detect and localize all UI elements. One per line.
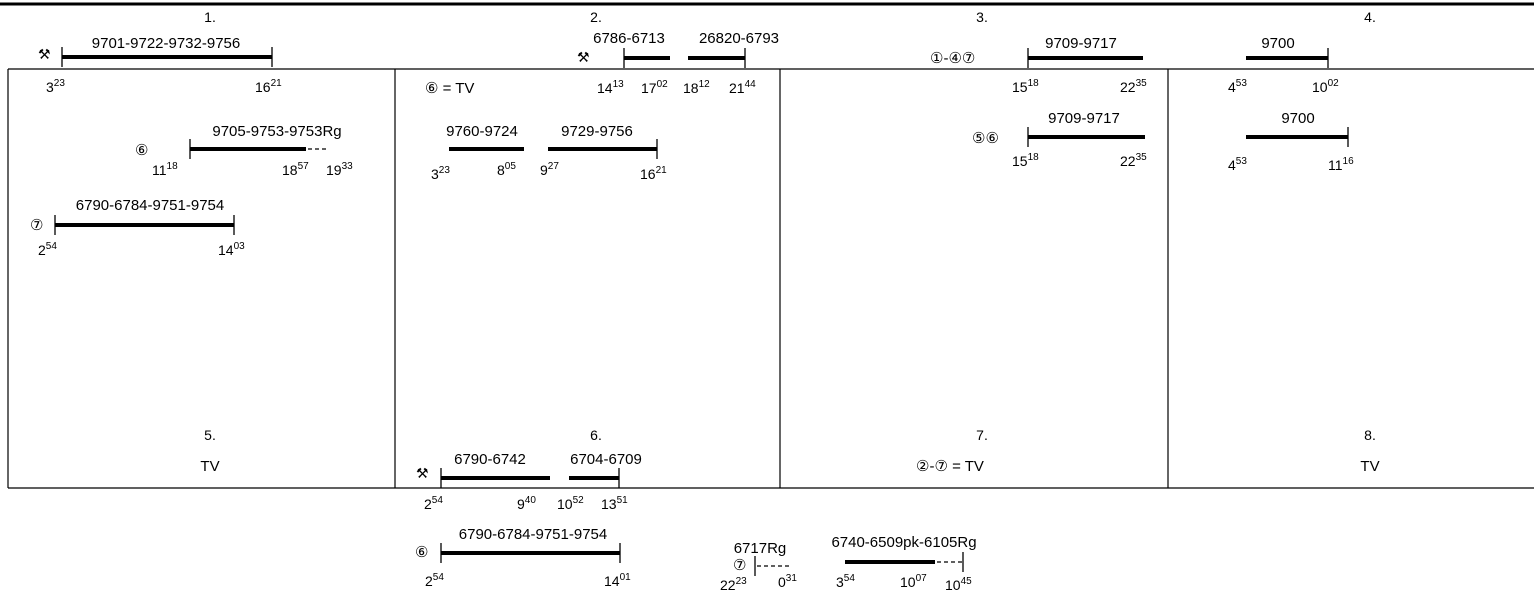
train-label: 6790-6784-9751-9754: [76, 197, 224, 214]
start-time: 254: [38, 241, 57, 258]
train-label-a: 6790-6742: [454, 451, 526, 468]
shift-6786: ⚒ 6786-6713 26820-6793 1413 1702 1812 21…: [577, 30, 779, 96]
shift-6717Rg: ⑦ 6717Rg 2223 031: [720, 540, 797, 592]
shift-9709-b: ⑤⑥ 9709-9717 1518 2235: [972, 110, 1147, 169]
circle-7-symbol: ⑦: [30, 217, 43, 234]
start-time: 354: [836, 573, 855, 590]
note-day2-tv: ⑥ = TV: [425, 80, 474, 97]
note-day8-tv: TV: [1360, 458, 1379, 475]
tv-notes: ⑥ = TV TV ②-⑦ = TV TV: [200, 80, 1379, 475]
day-label-1: 1.: [204, 9, 216, 25]
train-label-b: 9729-9756: [561, 123, 633, 140]
end-time: 2235: [1120, 78, 1147, 95]
end-time-b: 1351: [601, 495, 628, 512]
train-label-b: 6704-6709: [570, 451, 642, 468]
end-time: 1401: [604, 572, 631, 589]
shift-6790-day6: ⑥ 6790-6784-9751-9754 254 1401: [415, 526, 631, 589]
shift-6790-6742: ⚒ 6790-6742 6704-6709 254 940 1052 1351: [416, 451, 642, 512]
day-label-4: 4.: [1364, 9, 1376, 25]
day-labels: 1. 2. 3. 4. 5. 6. 7. 8.: [204, 9, 1376, 443]
end-time-a: 1702: [641, 79, 668, 96]
start-time-a: 1413: [597, 79, 624, 96]
hammer-icon: ⚒: [416, 465, 429, 481]
end-time: 2235: [1120, 152, 1147, 169]
start-time-b: 1052: [557, 495, 584, 512]
train-label: 6717Rg: [734, 540, 787, 557]
end-time: 1045: [945, 576, 972, 592]
end-time-a: 805: [497, 161, 516, 178]
start-time-b: 927: [540, 161, 559, 178]
shift-6740: 6740-6509pk-6105Rg 354 1007 1045: [831, 534, 976, 592]
shift-6790-day1: ⑦ 6790-6784-9751-9754 254 1403: [30, 197, 245, 258]
note-day5-tv: TV: [200, 458, 219, 475]
train-label: 9705-9753-9753Rg: [212, 123, 341, 140]
train-label: 9709-9717: [1045, 35, 1117, 52]
end-time-b: 1621: [640, 165, 667, 182]
start-time: 453: [1228, 156, 1247, 173]
hammer-icon: ⚒: [38, 46, 51, 62]
shift-9705: ⑥ 9705-9753-9753Rg 1118 1857 1933: [135, 123, 353, 178]
day-label-6: 6.: [590, 427, 602, 443]
circle-6-symbol: ⑥: [415, 544, 428, 561]
circle-7-symbol: ⑦: [733, 557, 746, 574]
start-time: 1518: [1012, 78, 1039, 95]
range-symbol: ①-④⑦: [930, 50, 975, 67]
mid-time: 1857: [282, 161, 309, 178]
train-label: 9701-9722-9732-9756: [92, 35, 240, 52]
train-label: 9700: [1281, 110, 1314, 127]
start-time: 254: [425, 572, 444, 589]
end-time: 1403: [218, 241, 245, 258]
start-time-b: 1812: [683, 79, 710, 96]
start-time-a: 323: [431, 165, 450, 182]
end-time: 1116: [1328, 156, 1354, 173]
end-time: 1621: [255, 78, 282, 95]
shift-9700-a: 9700 453 1002: [1228, 35, 1339, 95]
range-symbol: ⑤⑥: [972, 130, 999, 147]
day-label-7: 7.: [976, 427, 988, 443]
circle-6-symbol: ⑥: [135, 142, 148, 159]
start-time: 2223: [720, 576, 747, 592]
end-time-b: 2144: [729, 79, 756, 96]
start-time: 453: [1228, 78, 1247, 95]
mid-time: 1007: [900, 573, 927, 590]
start-time: 323: [46, 78, 65, 95]
train-label: 6790-6784-9751-9754: [459, 526, 607, 543]
train-label-a: 6786-6713: [593, 30, 665, 47]
note-day7-tv: ②-⑦ = TV: [916, 458, 984, 475]
end-time: 1002: [1312, 78, 1339, 95]
hammer-icon: ⚒: [577, 49, 590, 65]
train-label-a: 9760-9724: [446, 123, 518, 140]
train-label-b: 26820-6793: [699, 30, 779, 47]
start-time: 1118: [152, 161, 178, 178]
shift-9700-b: 9700 453 1116: [1228, 110, 1354, 173]
shift-9701: ⚒ 9701-9722-9732-9756 323 1621: [38, 35, 282, 95]
start-time-a: 254: [424, 495, 443, 512]
grid: [0, 2, 1534, 489]
day-label-3: 3.: [976, 9, 988, 25]
end-time: 031: [778, 573, 797, 590]
train-label: 6740-6509pk-6105Rg: [831, 534, 976, 551]
end-time: 1933: [326, 161, 353, 178]
shift-9709-a: ①-④⑦ 9709-9717 1518 2235: [930, 35, 1147, 95]
shift-9760: 9760-9724 9729-9756 323 805 927 1621: [431, 123, 667, 182]
train-label: 9700: [1261, 35, 1294, 52]
day-label-2: 2.: [590, 9, 602, 25]
end-time-a: 940: [517, 495, 536, 512]
start-time: 1518: [1012, 152, 1039, 169]
day-label-8: 8.: [1364, 427, 1376, 443]
day-label-5: 5.: [204, 427, 216, 443]
train-label: 9709-9717: [1048, 110, 1120, 127]
